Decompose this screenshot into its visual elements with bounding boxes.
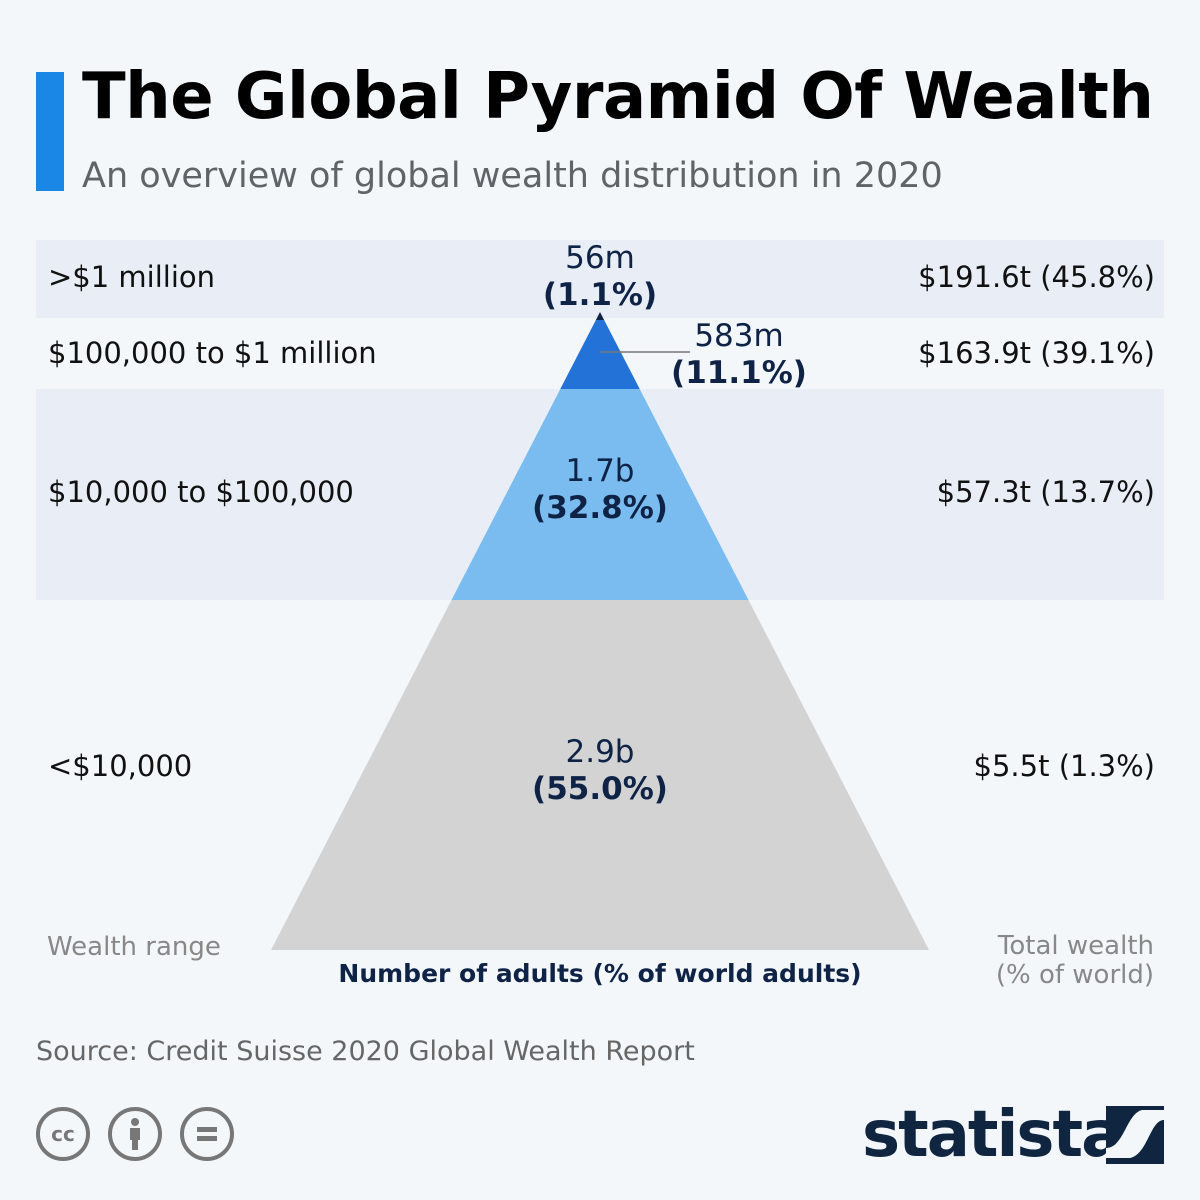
pyramid-segment-under-10k	[271, 600, 929, 950]
pyramid-segment-100k-1m	[560, 320, 640, 389]
adults-label-tier-4: 2.9b (55.0%)	[450, 734, 750, 808]
chart-title: The Global Pyramid Of Wealth	[82, 60, 1154, 134]
row-band-1	[36, 240, 1164, 318]
adults-percent: (55.0%)	[532, 771, 668, 807]
wealth-range-axis-label: Wealth range	[47, 932, 221, 962]
adults-count: 56m	[565, 240, 635, 276]
wealth-range-label: $10,000 to $100,000	[48, 475, 354, 509]
attribution-icon[interactable]	[108, 1107, 162, 1161]
adults-count: 583m	[694, 318, 784, 354]
title-accent-bar	[36, 72, 64, 191]
adults-count: 2.9b	[565, 734, 635, 770]
creative-commons-icon[interactable]: cc	[36, 1107, 90, 1161]
wealth-range-label: $100,000 to $1 million	[48, 336, 377, 370]
statista-logo-icon	[1106, 1106, 1164, 1164]
total-wealth-axis-line1: Total wealth	[997, 931, 1154, 961]
wealth-range-label: <$10,000	[48, 749, 193, 783]
adults-axis-label: Number of adults (% of world adults)	[338, 959, 862, 988]
adults-percent: (1.1%)	[542, 277, 658, 313]
adults-label-tier-2: 583m (11.1%)	[589, 318, 889, 392]
adults-percent: (32.8%)	[532, 490, 668, 526]
pyramid-segment-10k-100k	[451, 389, 749, 600]
no-derivatives-icon[interactable]	[180, 1107, 234, 1161]
adults-label-tier-1: 56m (1.1%)	[450, 240, 750, 314]
source-note: Source: Credit Suisse 2020 Global Wealth…	[36, 1036, 695, 1067]
adults-count: 1.7b	[565, 453, 635, 489]
total-wealth-axis-line2: (% of world)	[995, 960, 1154, 990]
wealth-range-label: >$1 million	[48, 260, 216, 294]
total-wealth-axis-label: Total wealth (% of world)	[996, 932, 1154, 990]
adults-label-tier-3: 1.7b (32.8%)	[450, 453, 750, 527]
total-wealth-label: $163.9t (39.1%)	[918, 336, 1155, 370]
chart-subtitle: An overview of global wealth distributio…	[82, 156, 943, 196]
total-wealth-label: $191.6t (45.8%)	[918, 260, 1155, 294]
statista-logo[interactable]: statista	[862, 1098, 1124, 1172]
total-wealth-label: $5.5t (1.3%)	[973, 749, 1155, 783]
total-wealth-label: $57.3t (13.7%)	[936, 475, 1155, 509]
pyramid-segment-millionaires	[595, 312, 605, 320]
adults-percent: (11.1%)	[671, 355, 807, 391]
